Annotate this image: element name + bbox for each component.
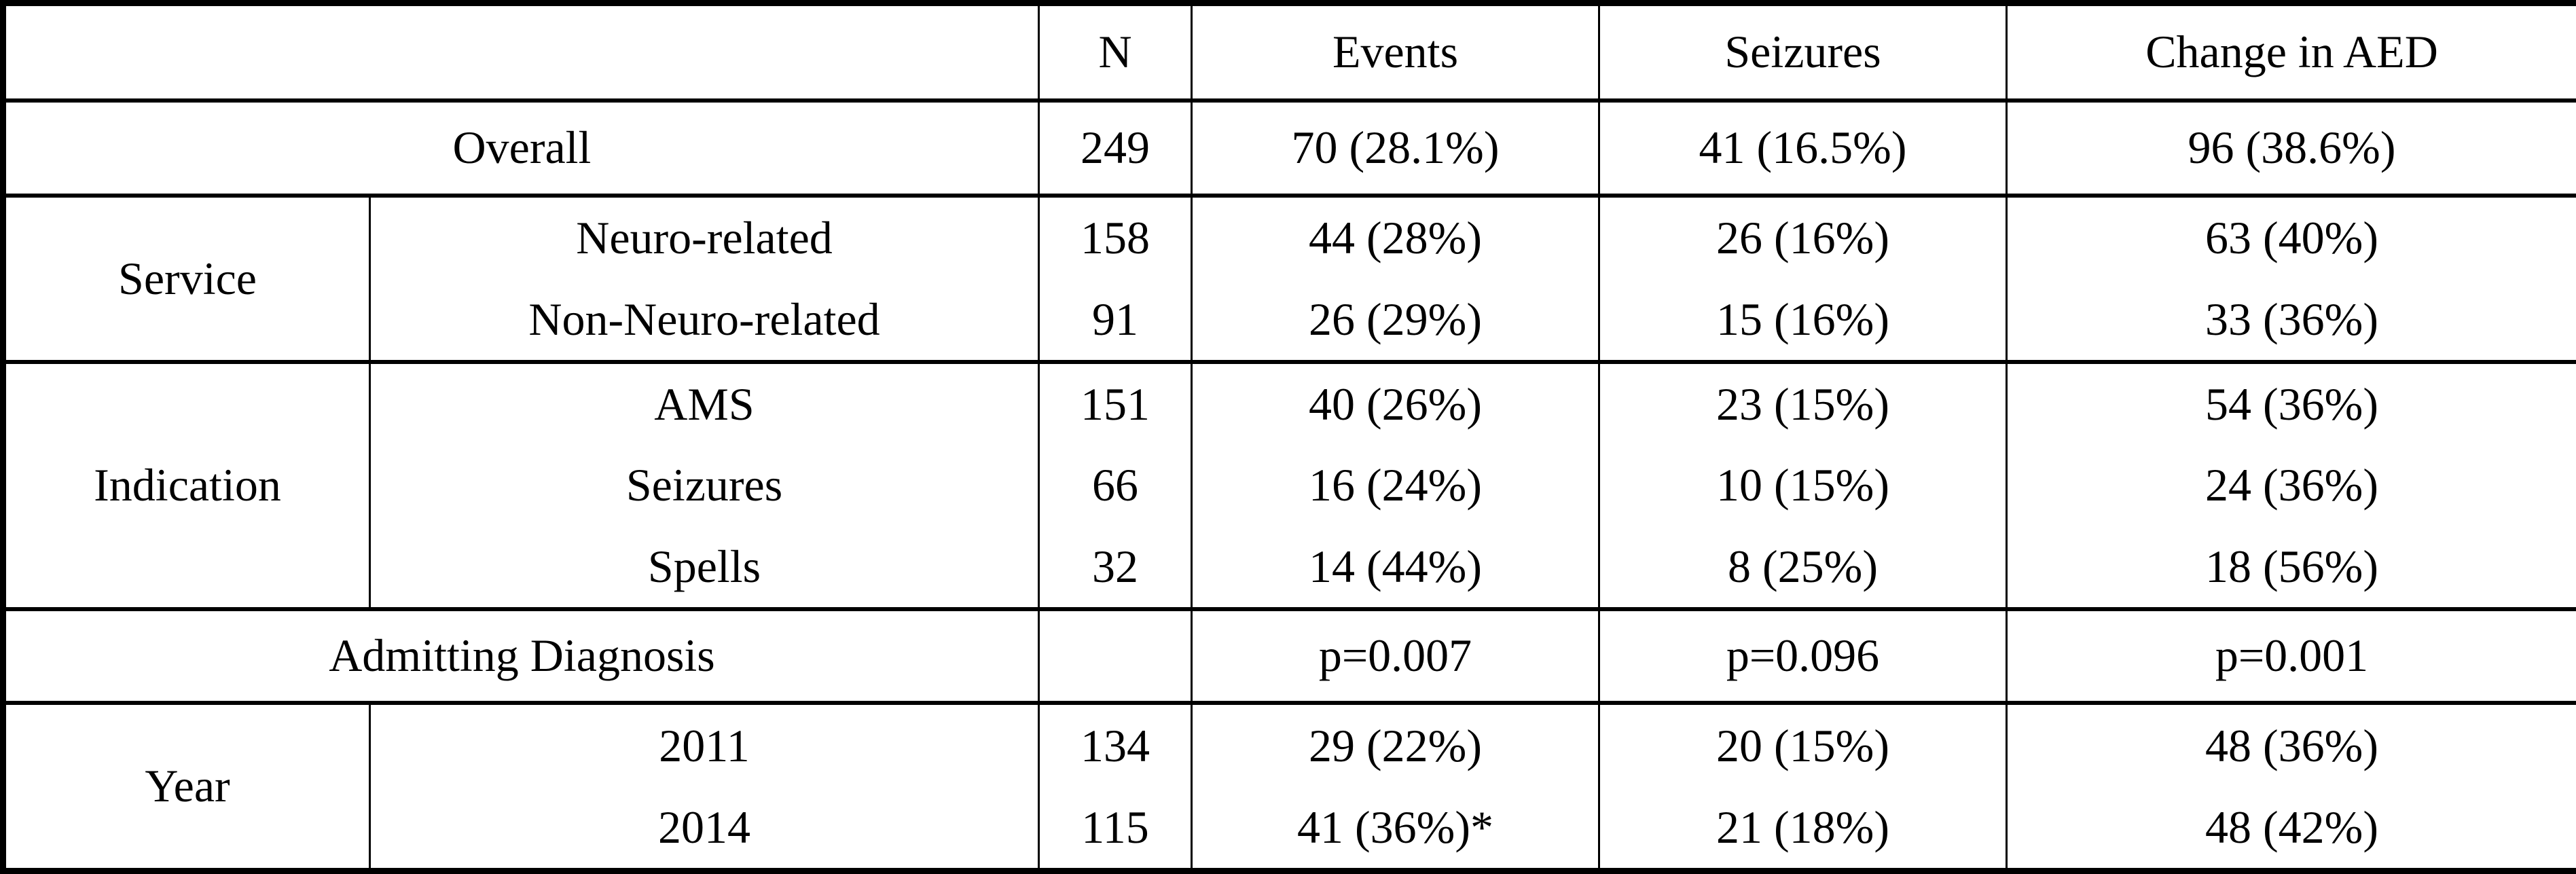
cell-value: 134: [1081, 719, 1150, 771]
admitting-diagnosis-label: Admitting Diagnosis: [0, 606, 1040, 704]
cell-value: 54 (36%): [2205, 378, 2378, 431]
header-cell-events: Events: [1191, 0, 1600, 102]
indication-row: Indication AMS Seizures Spells 151 66 32…: [0, 359, 2576, 610]
header-cell-seizures: Seizures: [1598, 0, 2008, 102]
indication-n-values: 151 66 32: [1038, 359, 1193, 610]
admitting-diagnosis-events-p: p=0.007: [1191, 606, 1600, 704]
cell-value: 15 (16%): [1716, 293, 1889, 345]
cell-value: 21 (18%): [1716, 801, 1889, 853]
overall-seizures: 41 (16.5%): [1598, 98, 2008, 196]
cell-value: 26 (16%): [1716, 212, 1889, 264]
admitting-diagnosis-row: Admitting Diagnosis p=0.007 p=0.096 p=0.…: [0, 606, 2576, 704]
cell-value: 18 (56%): [2205, 540, 2378, 592]
header-row: N Events Seizures Change in AED: [0, 0, 2576, 102]
year-label: Year: [0, 700, 371, 874]
indication-events-values: 40 (26%) 16 (24%) 14 (44%): [1191, 359, 1600, 610]
service-row: Service Neuro-related Non-Neuro-related …: [0, 193, 2576, 363]
indication-aed-values: 54 (36%) 24 (36%) 18 (56%): [2006, 359, 2576, 610]
cell-value: 41 (36%)*: [1297, 801, 1493, 853]
year-sub-2014: 2014: [658, 801, 750, 853]
indication-sublabels: AMS Seizures Spells: [369, 359, 1040, 610]
admitting-diagnosis-n: [1038, 606, 1193, 704]
service-seizures-values: 26 (16%) 15 (16%): [1598, 193, 2008, 363]
service-events-values: 44 (28%) 26 (29%): [1191, 193, 1600, 363]
year-n-values: 134 115: [1038, 700, 1193, 874]
overall-aed: 96 (38.6%): [2006, 98, 2576, 196]
cell-value: 40 (26%): [1309, 378, 1482, 431]
cell-value: 66: [1092, 459, 1138, 511]
cell-value: 115: [1081, 801, 1149, 853]
overall-n: 249: [1038, 98, 1193, 196]
cell-value: 48 (42%): [2205, 801, 2378, 853]
cell-value: 33 (36%): [2205, 293, 2378, 345]
cell-value: 16 (24%): [1309, 459, 1482, 511]
indication-sub-seizures: Seizures: [625, 459, 783, 511]
year-aed-values: 48 (36%) 48 (42%): [2006, 700, 2576, 874]
cell-value: 23 (15%): [1716, 378, 1889, 431]
indication-seizures-values: 23 (15%) 10 (15%) 8 (25%): [1598, 359, 2008, 610]
indication-label: Indication: [0, 359, 371, 610]
header-cell-change-in-aed: Change in AED: [2006, 0, 2576, 102]
year-events-values: 29 (22%) 41 (36%)*: [1191, 700, 1600, 874]
header-cell-blank: [0, 0, 1040, 102]
admitting-diagnosis-seizures-p: p=0.096: [1598, 606, 2008, 704]
year-sub-2011: 2011: [659, 719, 750, 771]
cell-value: 91: [1092, 293, 1138, 345]
cell-value: 48 (36%): [2205, 719, 2378, 771]
year-row: Year 2011 2014 134 115 29 (22%) 41 (36%)…: [0, 700, 2576, 874]
service-n-values: 158 91: [1038, 193, 1193, 363]
year-sublabels: 2011 2014: [369, 700, 1040, 874]
cell-value: 14 (44%): [1309, 540, 1482, 592]
indication-sub-ams: AMS: [654, 378, 755, 431]
service-sub-non-neuro: Non-Neuro-related: [528, 293, 880, 345]
indication-sub-spells: Spells: [647, 540, 761, 592]
cell-value: 8 (25%): [1728, 540, 1878, 592]
service-aed-values: 63 (40%) 33 (36%): [2006, 193, 2576, 363]
cell-value: 151: [1081, 378, 1150, 431]
admitting-diagnosis-aed-p: p=0.001: [2006, 606, 2576, 704]
year-seizures-values: 20 (15%) 21 (18%): [1598, 700, 2008, 874]
service-label: Service: [0, 193, 371, 363]
cell-value: 63 (40%): [2205, 212, 2378, 264]
cell-value: 32: [1092, 540, 1138, 592]
overall-row: Overall 249 70 (28.1%) 41 (16.5%) 96 (38…: [0, 98, 2576, 196]
overall-events: 70 (28.1%): [1191, 98, 1600, 196]
header-cell-n: N: [1038, 0, 1193, 102]
cell-value: 20 (15%): [1716, 719, 1889, 771]
cell-value: 158: [1081, 212, 1150, 264]
cell-value: 44 (28%): [1309, 212, 1482, 264]
cell-value: 29 (22%): [1309, 719, 1482, 771]
service-sublabels: Neuro-related Non-Neuro-related: [369, 193, 1040, 363]
cell-value: 26 (29%): [1309, 293, 1482, 345]
overall-label: Overall: [0, 98, 1040, 196]
cell-value: 24 (36%): [2205, 459, 2378, 511]
service-sub-neuro: Neuro-related: [576, 212, 833, 264]
cell-value: 10 (15%): [1716, 459, 1889, 511]
